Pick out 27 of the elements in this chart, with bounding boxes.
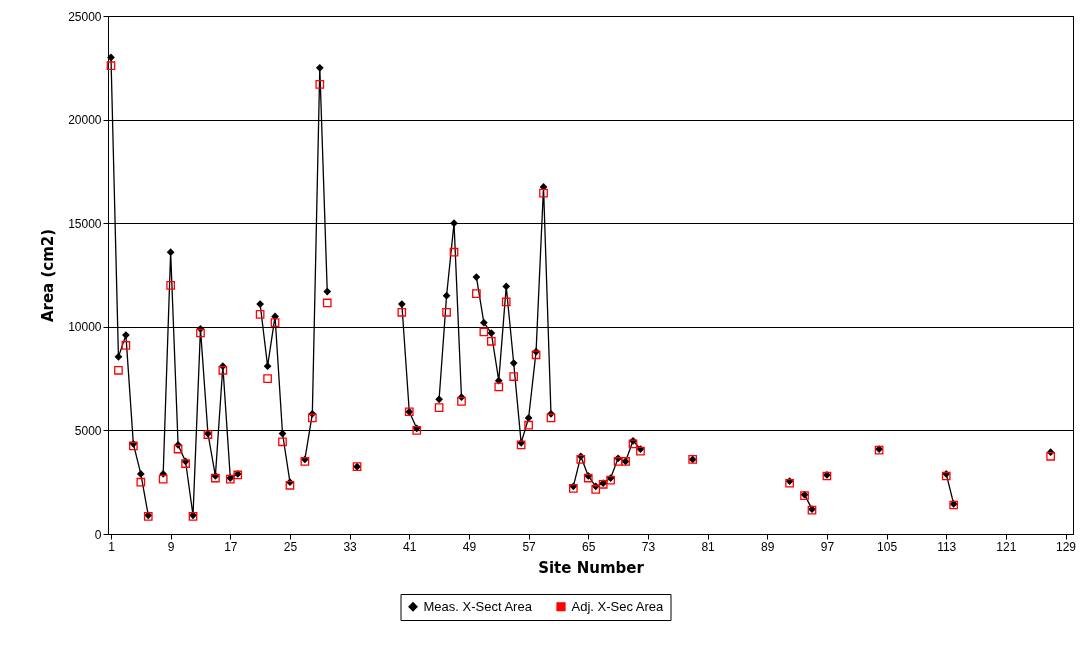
x-tick-label: 33 [343,539,358,554]
x-tick-label: 97 [820,539,835,554]
x-tick-label: 89 [761,539,775,554]
x-tick-label: 41 [403,539,417,554]
x-tick-label: 81 [701,539,716,554]
x-axis-title: Site Number [538,558,645,577]
x-tick-label: 9 [167,539,175,554]
x-tick-label: 73 [641,539,656,554]
y-tick-label: 15000 [68,216,102,231]
x-tick-label: 113 [937,539,957,554]
x-tick-label: 17 [224,539,238,554]
y-axis-title: Area (cm2) [39,228,58,323]
x-tick-label: 121 [996,539,1017,554]
legend-label: Adj. X-Sec Area [571,598,665,614]
x-tick-label: 25 [283,539,298,554]
y-tick-label: 5000 [74,423,102,438]
x-tick-label: 65 [582,539,596,554]
x-tick-label: 129 [1056,539,1077,554]
x-tick-label: 57 [522,539,537,554]
y-tick-label: 10000 [68,320,102,335]
y-tick-label: 20000 [68,113,102,128]
x-tick-label: 105 [877,539,898,554]
x-tick-label: 49 [462,539,477,554]
y-tick-label: 0 [94,527,102,542]
legend-label: Meas. X-Sect Area [423,598,533,614]
y-tick-label: 25000 [68,9,102,24]
x-tick-label: 1 [108,539,116,554]
